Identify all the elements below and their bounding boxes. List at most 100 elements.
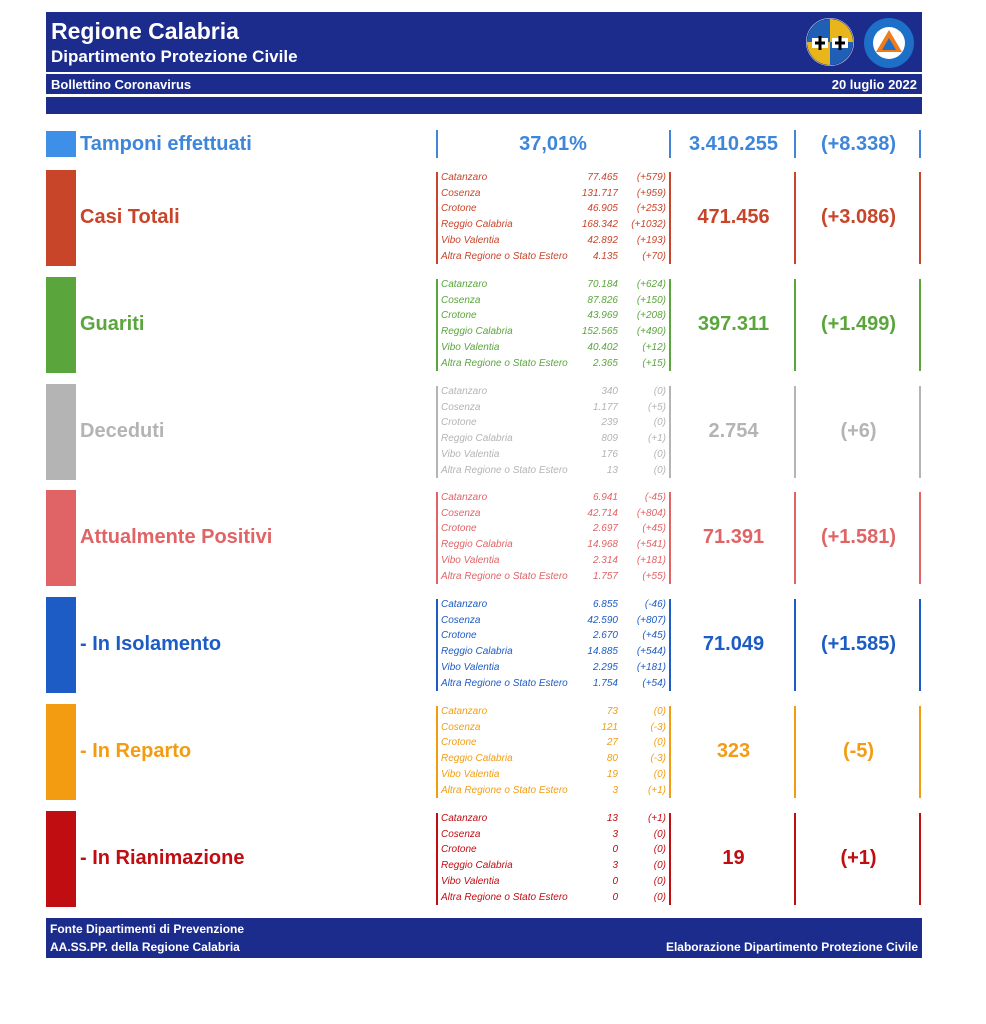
breakdown-place: Reggio Calabria <box>441 326 513 338</box>
breakdown-change: (0) <box>653 891 666 903</box>
section-label: Guariti <box>80 313 145 335</box>
section-color-bar <box>46 811 76 907</box>
header-banner: Regione Calabria Dipartimento Protezione… <box>46 12 922 72</box>
breakdown-value: 73 <box>606 706 618 717</box>
divider <box>794 813 796 905</box>
breakdown-value: 152.565 <box>581 326 618 338</box>
divider <box>669 172 671 264</box>
breakdown-change: (0) <box>653 768 666 780</box>
section-variation: (+1.581) <box>820 526 897 548</box>
breakdown-value: 0 <box>612 844 618 856</box>
divider <box>919 386 921 478</box>
divider <box>436 599 438 691</box>
breakdown-value: 809 <box>601 433 618 445</box>
breakdown-row: Cosenza 42.714 (+804) <box>441 508 666 523</box>
breakdown-place: Cosenza <box>441 721 481 733</box>
protezione-civile-logo-icon <box>864 18 914 68</box>
breakdown-row: Catanzaro 73 (0) <box>441 706 666 721</box>
breakdown-row: Altra Regione o Stato Estero 3 (+1) <box>441 785 666 800</box>
breakdown-place: Cosenza <box>441 507 481 519</box>
section-variation: (+3.086) <box>820 206 897 228</box>
breakdown-row: Crotone 43.969 (+208) <box>441 310 666 325</box>
breakdown-place: Cosenza <box>441 828 481 840</box>
breakdown-row: Vibo Valentia 0 (0) <box>441 876 666 891</box>
divider <box>436 172 438 264</box>
section-label: Deceduti <box>80 420 165 442</box>
credit-line: Elaborazione Dipartimento Protezione Civ… <box>665 940 918 954</box>
breakdown-place: Catanzaro <box>441 706 488 717</box>
section-total: 397.311 <box>697 313 770 335</box>
breakdown-change: (+45) <box>642 630 666 642</box>
breakdown-row: Crotone 27 (0) <box>441 737 666 752</box>
breakdown-place: Altra Regione o Stato Estero <box>441 891 568 903</box>
section-total: 323 <box>716 740 751 762</box>
breakdown-change: (+807) <box>636 614 666 626</box>
breakdown-change: (+253) <box>636 203 666 215</box>
tamponi-color-square <box>46 131 76 157</box>
section-label: - In Reparto <box>80 740 192 762</box>
section-in-isolamento: - In Isolamento Catanzaro 6.855 (-46) Cosenz… <box>46 597 922 693</box>
breakdown-place: Vibo Valentia <box>441 448 500 460</box>
breakdown-place: Altra Regione o Stato Estero <box>441 677 568 689</box>
section-color-bar <box>46 277 76 373</box>
breakdown-change: (+579) <box>636 172 666 183</box>
section-casi-totali: Casi Totali Catanzaro 77.465 (+579) Cosenza 1… <box>46 170 922 266</box>
footer-banner: Fonte Dipartimenti di Prevenzione AA.SS.… <box>46 918 922 958</box>
breakdown-change: (+15) <box>642 357 666 369</box>
breakdown-row: Reggio Calabria 80 (-3) <box>441 753 666 768</box>
section-label: Casi Totali <box>80 206 180 228</box>
section-variation: (+6) <box>840 420 877 442</box>
section-breakdown: Catanzaro 70.184 (+624) Cosenza 87.826 (+150)… <box>436 277 670 373</box>
section-total: 71.391 <box>702 526 765 548</box>
breakdown-place: Cosenza <box>441 294 481 306</box>
breakdown-value: 70.184 <box>587 279 618 290</box>
breakdown-row: Crotone 239 (0) <box>441 417 666 432</box>
breakdown-change: (+70) <box>642 250 666 262</box>
breakdown-row: Catanzaro 6.941 (-45) <box>441 492 666 507</box>
breakdown-row: Crotone 2.697 (+45) <box>441 523 666 538</box>
breakdown-value: 13 <box>606 464 618 476</box>
divider <box>794 172 796 264</box>
breakdown-value: 1.177 <box>592 401 618 413</box>
divider <box>794 279 796 371</box>
breakdown-place: Crotone <box>441 844 477 856</box>
breakdown-change: (+804) <box>636 507 666 519</box>
breakdown-value: 2.670 <box>592 630 618 642</box>
breakdown-place: Reggio Calabria <box>441 646 513 658</box>
breakdown-value: 14.885 <box>587 646 618 658</box>
breakdown-place: Crotone <box>441 630 477 642</box>
section-breakdown: Catanzaro 6.941 (-45) Cosenza 42.714 (+804) Cr… <box>436 490 670 586</box>
section-label: - In Rianimazione <box>80 847 245 869</box>
divider <box>669 599 671 691</box>
breakdown-change: (+1032) <box>631 219 666 231</box>
section-total: 71.049 <box>702 633 765 655</box>
bulletin-title: Bollettino Coronavirus <box>51 77 192 92</box>
divider <box>436 813 438 905</box>
breakdown-row: Catanzaro 6.855 (-46) <box>441 599 666 614</box>
breakdown-value: 42.590 <box>587 614 618 626</box>
divider <box>669 130 671 158</box>
breakdown-change: (0) <box>653 875 666 887</box>
breakdown-value: 121 <box>601 721 618 733</box>
breakdown-place: Reggio Calabria <box>441 860 513 872</box>
breakdown-place: Altra Regione o Stato Estero <box>441 570 568 582</box>
section-variation: (+1.585) <box>820 633 897 655</box>
divider <box>919 706 921 798</box>
breakdown-row: Crotone 2.670 (+45) <box>441 630 666 645</box>
tamponi-total: 3.410.255 <box>689 133 778 155</box>
divider <box>794 386 796 478</box>
breakdown-value: 3 <box>612 828 618 840</box>
bulletin-date: 20 luglio 2022 <box>831 77 917 92</box>
divider <box>794 706 796 798</box>
breakdown-row: Reggio Calabria 809 (+1) <box>441 433 666 448</box>
breakdown-value: 4.135 <box>592 250 618 262</box>
region-coat-of-arms-icon <box>806 18 854 66</box>
breakdown-change: (0) <box>653 386 666 397</box>
breakdown-change: (+541) <box>636 539 666 551</box>
tamponi-pct: 37,01% <box>519 133 587 155</box>
breakdown-place: Altra Regione o Stato Estero <box>441 784 568 796</box>
section-color-bar <box>46 597 76 693</box>
source-line-1: Fonte Dipartimenti di Prevenzione <box>50 922 245 936</box>
section-breakdown: Catanzaro 73 (0) Cosenza 121 (-3) Crotone 27 (0)… <box>436 704 670 800</box>
breakdown-row: Vibo Valentia 2.314 (+181) <box>441 555 666 570</box>
